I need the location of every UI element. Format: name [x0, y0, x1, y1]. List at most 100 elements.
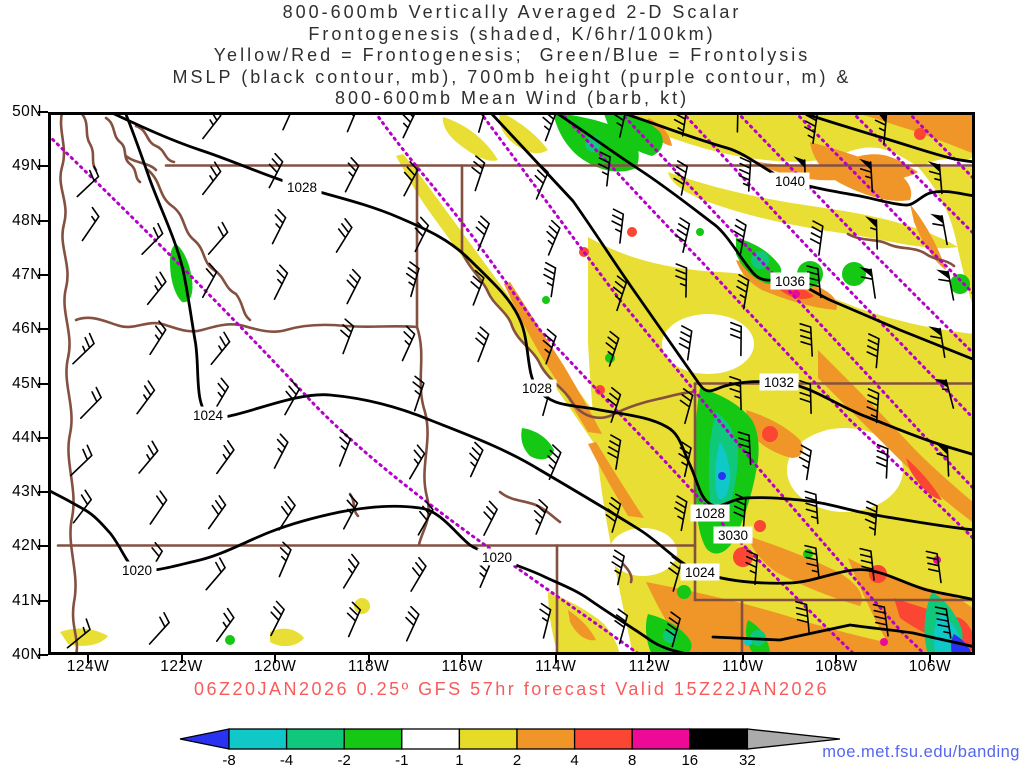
colorbar-tick-label: 1 — [455, 752, 463, 768]
lat-tick — [38, 436, 48, 439]
wind-barbs-layer — [66, 112, 955, 649]
lat-tick — [38, 654, 48, 656]
wind-barb-strokes — [66, 112, 955, 649]
lat-tick — [38, 328, 48, 331]
colorbar-tick-label: -2 — [338, 752, 351, 768]
colorbar-tick-label: -1 — [395, 752, 408, 768]
title-line-4: MSLP (black contour, mb), 700mb height (… — [172, 66, 852, 87]
colorbar-segment — [516, 728, 576, 750]
lon-label: 116W — [441, 658, 483, 675]
colorbar-segment — [343, 728, 403, 750]
colorbar-tick-label: 4 — [570, 752, 578, 768]
colorbar: -8 -4 -2 -1 1 2 4 8 16 32 — [179, 728, 841, 768]
lat-tick — [38, 599, 48, 602]
contour-label-box — [117, 561, 157, 579]
contour-labels-layer: 1028 1040 1036 1032 1028 1024 1028 3030 1024 1020… — [117, 172, 810, 581]
colorbar-over-arrow — [746, 728, 841, 750]
colorbar-segment — [401, 728, 461, 750]
site-credit-link[interactable]: moe.met.fsu.edu/banding — [822, 743, 1020, 761]
title-line-3: Yellow/Red = Frontogenesis; Green/Blue =… — [213, 45, 811, 65]
contour-label: 1028 — [522, 381, 552, 396]
weather-map: 1028 1040 1036 1032 1028 1024 1028 3030 1024 1020… — [48, 112, 975, 655]
lon-label: 120W — [253, 658, 297, 675]
contour-label-box — [770, 172, 810, 190]
lat-label: 40N — [12, 646, 42, 663]
forecast-info: 06Z20JAN2026 0.25º GFS 57hr forecast Val… — [193, 679, 830, 699]
title-line-1: 800-600mb Vertically Averaged 2-D Scalar — [282, 2, 742, 22]
contour-label-box — [477, 548, 517, 566]
title-line-5: 800-600mb Mean Wind (barb, kt) — [334, 88, 690, 108]
contour-label: 1020 — [482, 550, 512, 565]
lat-tick — [38, 545, 48, 548]
lon-label: 124W — [66, 658, 110, 675]
colorbar-tick-label: 8 — [628, 752, 636, 768]
chart-title: 800-600mb Vertically Averaged 2-D Scalar… — [0, 2, 1024, 110]
lat-label: 43N — [12, 483, 42, 501]
lon-tick — [554, 655, 557, 663]
contour-label-box — [282, 178, 322, 196]
colorbar-tick-label: -4 — [280, 752, 293, 768]
lon-label: 110W — [722, 658, 764, 675]
lat-label: 49N — [12, 157, 42, 175]
contour-label-box — [680, 563, 720, 581]
lon-label: 118W — [347, 658, 390, 675]
colorbar-tick-label: 16 — [681, 752, 698, 768]
title-line-2: Frontogenesis (shaded, K/6hr/100km) — [308, 23, 716, 44]
lat-label: 41N — [12, 591, 42, 609]
map-area: 1028 1040 1036 1032 1028 1024 1028 3030 1024 1020… — [48, 112, 975, 655]
contour-label: 1040 — [775, 174, 805, 189]
contour-label-box — [759, 373, 799, 391]
map-frame — [48, 112, 975, 655]
lat-label: 47N — [12, 265, 42, 283]
lat-label: 44N — [12, 428, 42, 446]
lon-tick — [367, 655, 370, 663]
contour-label: 1020 — [122, 563, 152, 578]
lon-label: 122W — [160, 658, 203, 675]
colorbar-segment — [573, 728, 633, 750]
lon-label: 106W — [908, 658, 952, 675]
lon-tick — [87, 655, 89, 663]
lon-label: 112W — [628, 658, 670, 675]
contour-label-box — [517, 379, 557, 397]
contour-label-box — [770, 272, 810, 290]
lon-label: 114W — [535, 658, 577, 675]
contour-label: 1032 — [764, 375, 794, 390]
lon-tick — [928, 655, 931, 663]
lat-tick — [38, 111, 48, 113]
colorbar-segment — [458, 728, 518, 750]
contour-label-box — [713, 526, 753, 544]
lon-label: 108W — [815, 658, 858, 675]
lat-label: 50N — [12, 103, 42, 120]
contour-label: 1024 — [685, 565, 716, 580]
colorbar-tick-label: -8 — [222, 752, 235, 768]
lat-label: 46N — [12, 320, 42, 338]
lon-tick — [461, 655, 464, 663]
lon-tick — [835, 655, 838, 663]
lat-tick — [38, 219, 48, 222]
contour-label: 3030 — [718, 528, 748, 543]
colorbar-under-arrow — [179, 728, 230, 750]
lon-tick — [180, 655, 183, 663]
lon-tick — [741, 655, 744, 663]
colorbar-tick-label: 2 — [513, 752, 521, 768]
colorbar-segment — [689, 728, 749, 750]
lat-tick — [38, 382, 48, 385]
lat-tick — [38, 165, 48, 168]
lon-tick — [648, 655, 651, 663]
contour-label: 1028 — [695, 506, 725, 521]
colorbar-segment — [228, 728, 288, 750]
colorbar-segment — [631, 728, 691, 750]
contour-label-box — [690, 504, 730, 522]
colorbar-tick-label: 32 — [739, 752, 756, 768]
contour-label: 1024 — [193, 408, 224, 423]
colorbar-segment — [285, 728, 345, 750]
lat-tick — [38, 273, 48, 276]
lon-tick — [274, 655, 277, 663]
lat-label: 42N — [12, 537, 42, 555]
contour-label: 1028 — [287, 180, 317, 195]
contour-label: 1036 — [775, 274, 805, 289]
lat-label: 45N — [12, 374, 42, 392]
contour-label-box — [188, 406, 228, 424]
lat-tick — [38, 491, 48, 494]
